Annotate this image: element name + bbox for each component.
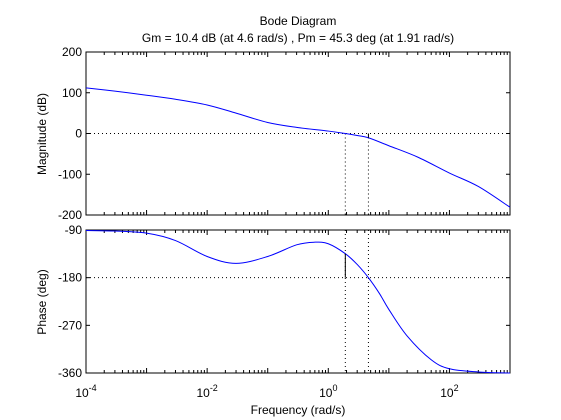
x-tick-label: 10-2 [196,383,217,400]
magnitude-y-tick-label: -100 [58,167,82,181]
phase-y-tick-label: -270 [58,318,82,332]
phase-y-tick-label: -90 [65,223,83,237]
phase-y-tick-label: -360 [58,366,82,380]
chart-subtitle: Gm = 10.4 dB (at 4.6 rad/s) , Pm = 45.3 … [142,31,454,45]
magnitude-y-tick-label: -200 [58,208,82,222]
magnitude-y-tick-label: 100 [62,86,82,100]
magnitude-series-line [85,87,511,208]
x-tick-label: 10-4 [75,383,96,400]
x-tick-label: 100 [319,383,337,400]
x-axis-label: Frequency (rad/s) [251,403,346,417]
magnitude-axis-label: Magnitude (dB) [35,93,49,175]
phase-axis-label: Phase (deg) [35,269,49,334]
x-tick-label: 102 [440,383,458,400]
magnitude-y-tick-label: 200 [62,45,82,59]
chart-title: Bode Diagram [260,14,337,28]
phase-axes [85,229,511,374]
phase-series-line [85,230,511,374]
magnitude-y-tick-label: 0 [75,127,82,141]
phase-y-tick-label: -180 [58,271,82,285]
